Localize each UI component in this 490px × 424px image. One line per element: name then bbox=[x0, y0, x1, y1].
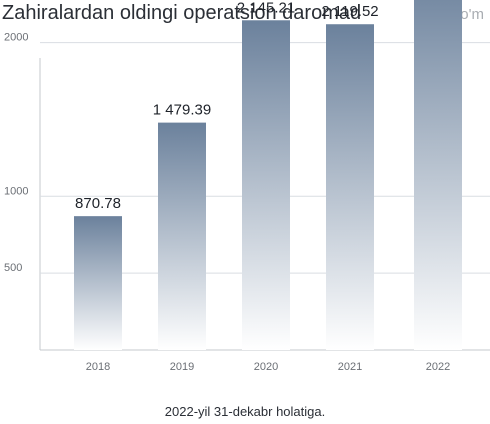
value-label: 1 479.39 bbox=[153, 102, 211, 119]
value-label: 2 119.52 bbox=[321, 3, 378, 20]
value-label: 870.78 bbox=[75, 195, 121, 212]
y-tick-label: 2000 bbox=[4, 32, 28, 44]
bar-2020 bbox=[242, 20, 290, 351]
bar-2019 bbox=[158, 122, 206, 350]
labels-layer: 870.78 2018 1 479.39 2019 2 145.21 2020 2 119.… bbox=[75, 0, 450, 373]
x-tick-label: 2019 bbox=[170, 361, 194, 373]
x-tick-label: 2018 bbox=[86, 361, 110, 373]
bar-2021 bbox=[326, 24, 374, 351]
bars-layer bbox=[74, 0, 462, 351]
x-tick-label: 2022 bbox=[426, 361, 450, 373]
bar-2018 bbox=[74, 216, 122, 350]
bar-2022 bbox=[414, 0, 462, 351]
value-label: 2 145.21 bbox=[237, 0, 295, 16]
footnote: 2022-yil 31-dekabr holatiga. bbox=[164, 404, 326, 419]
x-tick-label: 2020 bbox=[254, 361, 278, 373]
x-tick-label: 2021 bbox=[338, 361, 362, 373]
y-tick-label: 1000 bbox=[4, 185, 28, 197]
chart-title: Zahiralardan oldingi operatsion daromad bbox=[2, 2, 362, 24]
y-tick-label: 500 bbox=[4, 262, 22, 274]
